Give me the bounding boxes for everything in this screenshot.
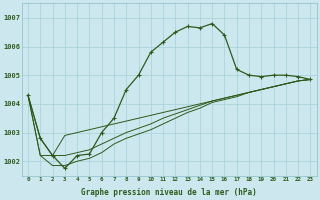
X-axis label: Graphe pression niveau de la mer (hPa): Graphe pression niveau de la mer (hPa) [81,188,257,197]
